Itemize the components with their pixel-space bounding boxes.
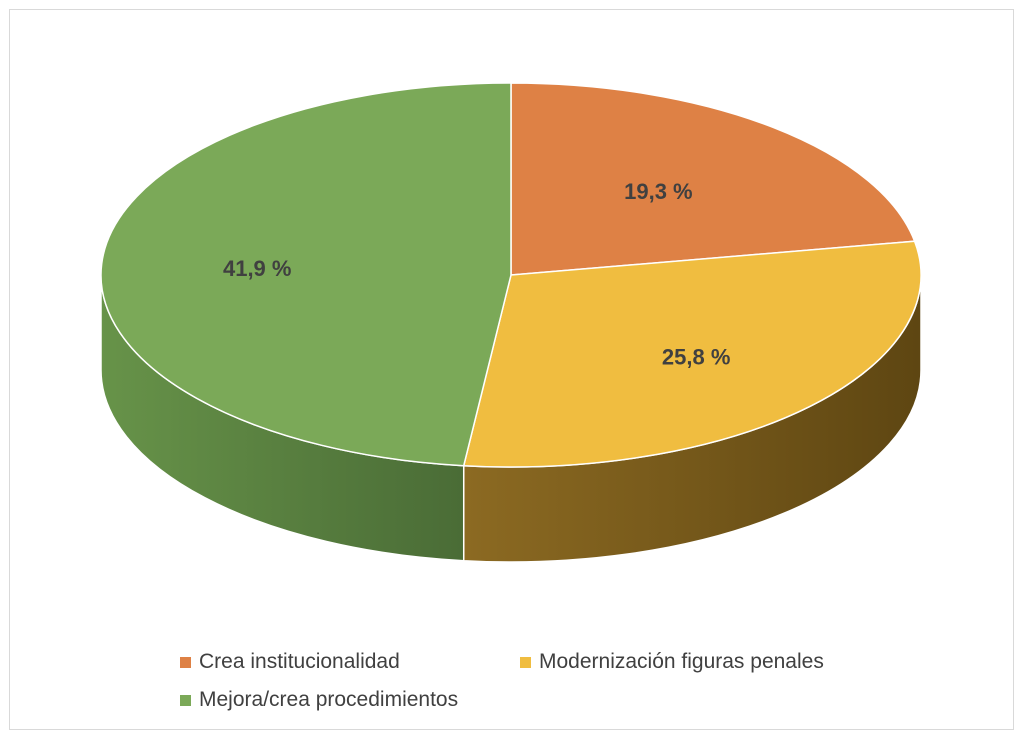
slice-label-1: 25,8 %: [662, 345, 731, 370]
pie-slice-0: [510, 82, 916, 276]
legend-item-modernizacion-figuras-penales: Modernización figuras penales: [520, 650, 824, 674]
pie-slice-1: [462, 240, 922, 468]
slice-label-0: 19,3 %: [624, 179, 693, 204]
legend-swatch: [520, 656, 531, 668]
pie-slice-2: [100, 82, 512, 467]
legend-label: Crea institucionalidad: [199, 650, 400, 673]
legend-label: Modernización figuras penales: [539, 650, 824, 673]
legend-swatch: [180, 656, 191, 668]
legend: Crea institucionalidad Modernización fig…: [180, 650, 940, 720]
legend-label: Mejora/crea procedimientos: [199, 688, 459, 711]
legend-item-mejora-crea-procedimientos: Mejora/crea procedimientos: [180, 688, 458, 712]
legend-swatch: [180, 694, 191, 706]
legend-item-crea-institucionalidad: Crea institucionalidad: [180, 650, 400, 674]
slice-label-2: 41,9 %: [223, 256, 292, 281]
